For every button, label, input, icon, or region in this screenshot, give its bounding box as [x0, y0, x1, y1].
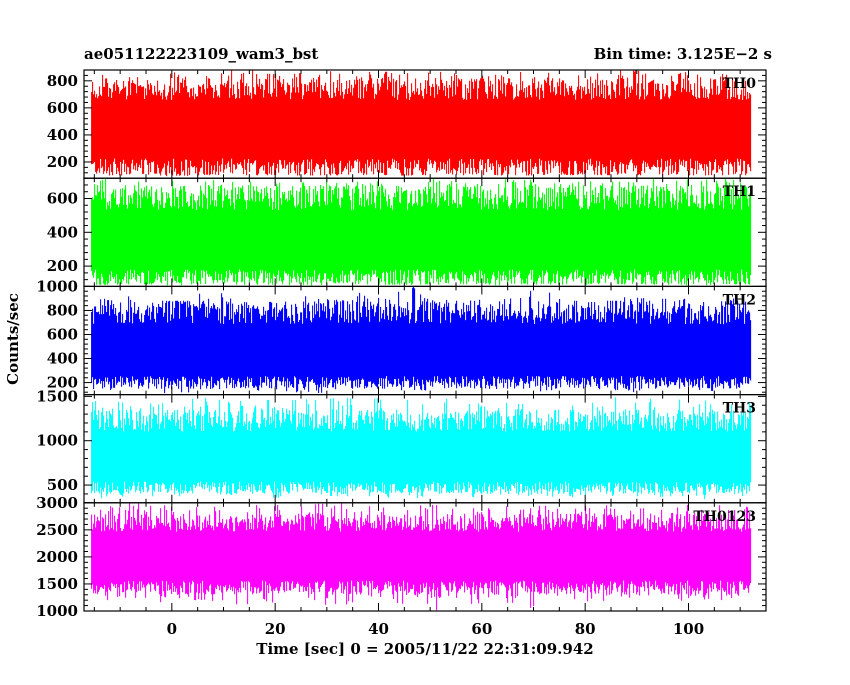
y-axis-label: Counts/sec — [4, 293, 22, 385]
y-tick-label: 500 — [47, 476, 78, 494]
y-tick-label: 200 — [47, 257, 78, 275]
y-tick-label: 2000 — [36, 548, 78, 566]
series-trace-th1 — [91, 178, 752, 286]
y-tick-label: 400 — [47, 350, 78, 368]
panel-th0: 200 400 600 800 TH0 — [47, 69, 767, 179]
x-tick-label: 80 — [575, 620, 596, 638]
x-axis-label: Time [sec] 0 = 2005/11/22 22:31:09.942 — [256, 640, 593, 658]
panel-label-th0123: TH0123 — [693, 509, 756, 525]
y-tick-label: 200 — [47, 374, 78, 392]
x-tick-label: 20 — [265, 620, 286, 638]
y-tick-label: 600 — [47, 99, 78, 117]
y-tick-label: 200 — [47, 153, 78, 171]
y-tick-label: 1000 — [36, 432, 78, 450]
x-tick-label: 40 — [368, 620, 389, 638]
series-trace-th0 — [91, 70, 752, 177]
y-tick-label: 2500 — [36, 521, 78, 539]
panel-label-th0: TH0 — [723, 76, 757, 92]
panel-label-th2: TH2 — [723, 292, 756, 308]
panel-th3: 500 1000 1500 TH3 — [36, 387, 767, 504]
series-trace-th3 — [91, 397, 752, 500]
y-tick-label: 600 — [47, 325, 78, 343]
bin-time-label: Bin time: 3.125E−2 s — [594, 45, 772, 63]
chart-title: ae051122223109_wam3_bst — [84, 45, 318, 63]
panel-th2: 200 400 600 800 1000 TH2 — [36, 277, 767, 396]
y-tick-label: 1500 — [36, 575, 78, 593]
y-tick-label: 1500 — [36, 387, 78, 405]
panel-th1: 200 400 600 TH1 — [47, 177, 767, 287]
panel-th0123: 1000 1500 2000 2500 3000 TH0123 — [36, 494, 767, 620]
y-tick-label: 1000 — [36, 602, 78, 620]
y-tick-label: 1000 — [36, 277, 78, 295]
x-tick-label: 60 — [471, 620, 492, 638]
y-tick-label: 800 — [47, 301, 78, 319]
y-tick-label: 3000 — [36, 494, 78, 512]
series-trace-th2 — [91, 287, 752, 394]
y-tick-label: 400 — [47, 126, 78, 144]
panels-group: 200 400 600 800 TH0 200 400 600 TH1 200 400 600 800 1… — [36, 69, 767, 620]
y-tick-label: 600 — [47, 189, 78, 207]
y-tick-label: 800 — [47, 72, 78, 90]
x-axis: 0 20 40 60 80 100 — [167, 620, 705, 638]
panel-label-th1: TH1 — [723, 184, 756, 200]
series-trace-th0123 — [91, 502, 752, 611]
x-tick-label: 100 — [673, 620, 704, 638]
y-tick-label: 400 — [47, 223, 78, 241]
x-tick-label: 0 — [167, 620, 177, 638]
panel-label-th3: TH3 — [723, 401, 756, 417]
